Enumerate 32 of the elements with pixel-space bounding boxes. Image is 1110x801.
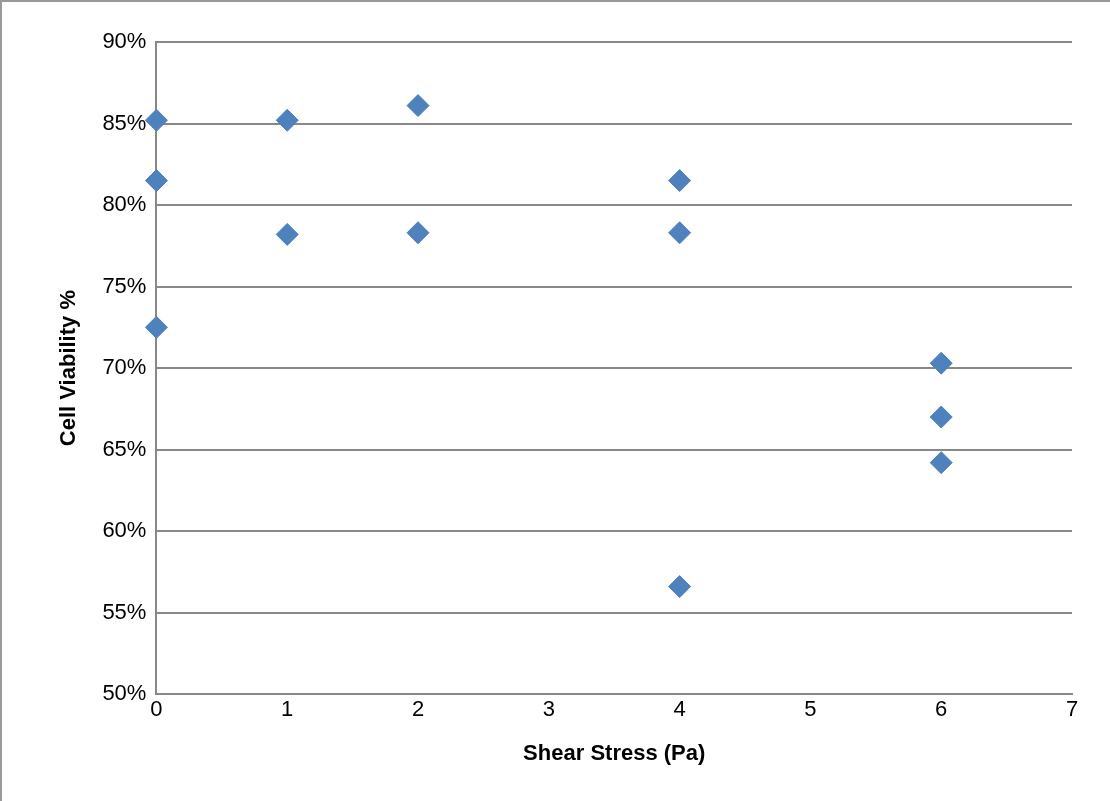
x-tick-label: 7 (1065, 696, 1079, 722)
y-tick-label: 80% (102, 191, 147, 217)
x-tick-label: 2 (411, 696, 425, 722)
y-tick-label: 85% (102, 109, 147, 135)
x-axis-title: Shear Stress (Pa) (523, 739, 706, 765)
point (668, 221, 692, 245)
point (144, 108, 168, 132)
y-tick-label: 90% (102, 28, 147, 54)
point (406, 94, 430, 118)
point (144, 169, 168, 193)
y-tick-label: 75% (102, 272, 147, 298)
point (275, 222, 299, 246)
point (929, 351, 953, 375)
x-tick-label: 3 (542, 696, 555, 722)
x-tick-label: 4 (673, 696, 686, 722)
point (668, 169, 692, 193)
y-tick-label: 65% (102, 435, 147, 461)
y-tick-label: 50% (102, 680, 147, 706)
y-tick-label: 55% (102, 598, 147, 624)
point (406, 221, 430, 245)
x-tick-label: 5 (804, 696, 817, 722)
y-tick-label: 60% (102, 517, 147, 543)
x-tick-label: 0 (150, 696, 163, 722)
y-tick-label: 70% (102, 354, 147, 380)
x-tick-label: 6 (935, 696, 948, 722)
point (144, 315, 168, 339)
point (929, 451, 953, 475)
point (275, 108, 299, 132)
point (668, 575, 692, 599)
point (929, 405, 953, 429)
y-axis-title: Cell Viability % (55, 290, 81, 447)
x-tick-label: 1 (281, 696, 294, 722)
